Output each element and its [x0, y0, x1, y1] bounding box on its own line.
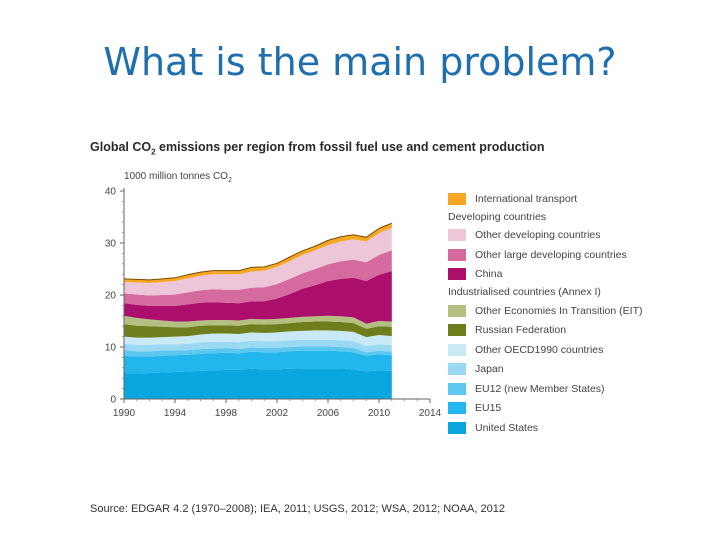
legend-label: EU15	[475, 402, 502, 415]
legend-swatch	[448, 402, 466, 415]
y-tick-label: 20	[105, 291, 117, 302]
unit-label-subscript: 2	[227, 177, 232, 184]
y-tick-label: 0	[110, 395, 116, 406]
area-other-oecd1990-countries	[124, 330, 392, 346]
legend-swatch	[448, 304, 466, 317]
legend-label: Russian Federation	[475, 324, 567, 337]
area-other-large-developing-countries	[124, 250, 392, 306]
unit-label-pre: 1000 million tonnes CO	[124, 171, 228, 182]
legend-swatch	[448, 363, 466, 376]
legend-item: Japan	[448, 360, 708, 380]
legend-item: China	[448, 265, 708, 285]
y-tick-label: 40	[105, 187, 117, 198]
area-other-economies-in-transition-eit	[124, 315, 392, 329]
legend-group-developing: Developing countries	[448, 210, 547, 223]
x-tick-label: 1998	[215, 408, 238, 419]
chart-title-pre: Global CO	[90, 140, 152, 154]
y-tick-label: 30	[105, 239, 117, 250]
legend-label: Other large developing countries	[475, 248, 627, 261]
legend-swatch	[448, 248, 466, 261]
legend-item: Other OECD1990 countries	[448, 340, 708, 360]
legend-label: China	[475, 268, 503, 281]
legend-swatch	[448, 192, 466, 205]
legend-item: United States	[448, 418, 708, 438]
x-tick-label: 2002	[266, 408, 289, 419]
area-eu12-new-member-states	[124, 346, 392, 357]
legend-group-industrialised: Industrialised countries (Annex I)	[448, 286, 601, 298]
legend-label: Other OECD1990 countries	[475, 343, 604, 356]
legend-swatch	[448, 229, 466, 242]
legend-label: Japan	[475, 363, 504, 376]
legend-swatch	[448, 382, 466, 395]
area-russian-federation	[124, 321, 392, 338]
area-japan	[124, 339, 392, 353]
legend-item: Other large developing countries	[448, 245, 708, 265]
legend-item: Russian Federation	[448, 321, 708, 341]
x-tick-label: 2014	[419, 408, 442, 419]
y-axis-unit-label: 1000 million tonnes CO2	[124, 171, 232, 184]
chart-title-post: emissions per region from fossil fuel us…	[155, 140, 545, 154]
legend-item: International transport	[448, 189, 708, 209]
x-tick-label: 2010	[368, 408, 391, 419]
stack-top-outline	[123, 222, 392, 281]
x-tick-label: 1990	[113, 408, 136, 419]
area-other-developing-countries	[124, 227, 392, 296]
area-international-transport	[124, 223, 392, 283]
chart-title: Global CO2 emissions per region from fos…	[90, 140, 545, 157]
area-eu15	[124, 350, 392, 374]
legend-item: Other developing countries	[448, 226, 708, 246]
area-united-states	[124, 368, 392, 399]
legend-item: EU15	[448, 399, 708, 419]
legend-swatch	[448, 421, 466, 434]
source-note: Source: EDGAR 4.2 (1970–2008); IEA, 2011…	[90, 503, 505, 515]
chart-legend: International transport Developing count…	[448, 189, 708, 438]
chart-title-subscript: 2	[151, 147, 156, 157]
legend-item: Other Economies In Transition (EIT)	[448, 301, 708, 321]
y-tick-label: 10	[105, 343, 117, 354]
legend-label: Other Economies In Transition (EIT)	[475, 304, 643, 317]
slide-title: What is the main problem?	[103, 40, 617, 84]
legend-swatch	[448, 324, 466, 337]
legend-swatch	[448, 343, 466, 356]
legend-label: EU12 (new Member States)	[475, 382, 605, 395]
legend-swatch	[448, 268, 466, 281]
legend-label: United States	[475, 421, 539, 434]
area-china	[124, 271, 392, 324]
legend-item: EU12 (new Member States)	[448, 379, 708, 399]
x-tick-label: 2006	[317, 408, 340, 419]
x-tick-label: 1994	[164, 408, 187, 419]
legend-label: International transport	[475, 192, 578, 205]
legend-label: Other developing countries	[475, 229, 601, 242]
